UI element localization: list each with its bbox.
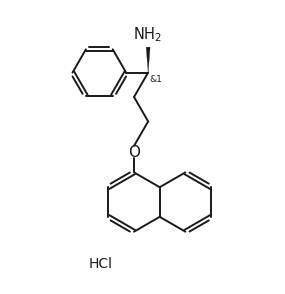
Polygon shape [146,47,150,73]
Text: O: O [128,145,140,160]
Text: HCl: HCl [88,257,112,271]
Text: NH$_2$: NH$_2$ [133,26,162,44]
Text: &1: &1 [150,75,163,84]
